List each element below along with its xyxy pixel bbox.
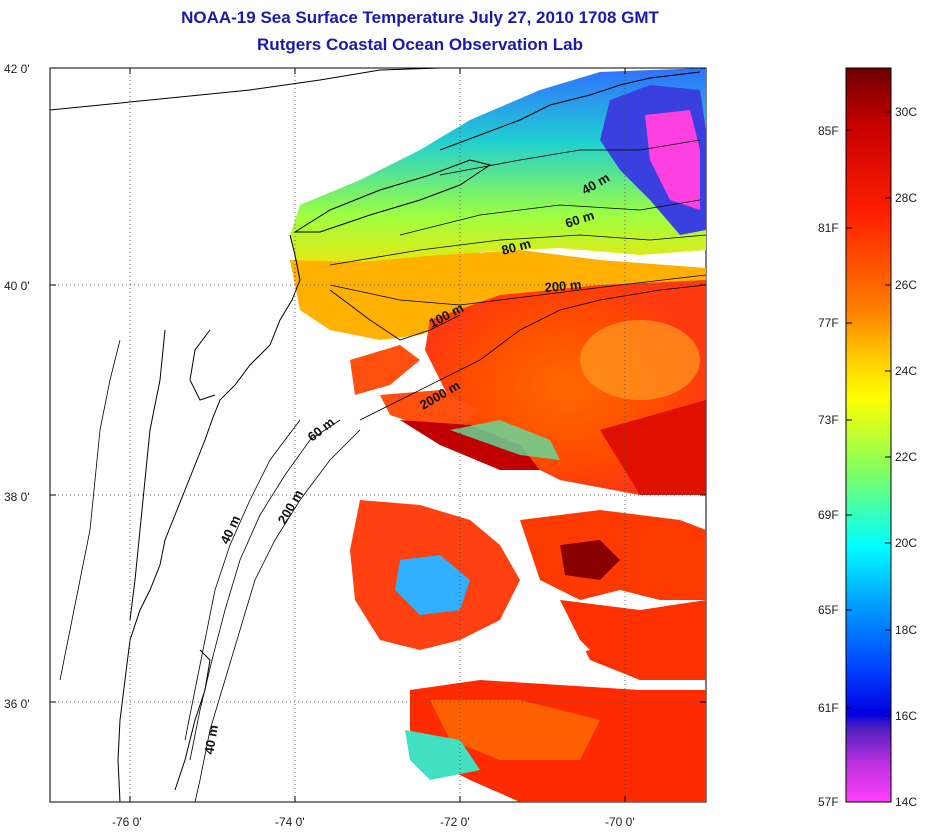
cb-label-28c: 28C (895, 191, 918, 205)
axis-ticks (50, 67, 706, 802)
isobath-label-40m-outer: 40 m (201, 724, 221, 756)
isobath-label-200m-north: 200 m (544, 277, 582, 295)
lat-label-36: 36 0' (4, 697, 30, 711)
cb-label-16c: 16C (895, 709, 918, 723)
cb-label-24c: 24C (895, 364, 918, 378)
sst-north-cool (290, 68, 706, 280)
sst-eddy (580, 320, 700, 400)
isobath-label-80m: 80 m (500, 236, 533, 258)
sst-south-patch-3 (560, 600, 706, 680)
isobath-40m-south (184, 419, 301, 741)
map-subtitle: Rutgers Coastal Ocean Observation Lab (257, 35, 583, 54)
lat-label-38: 38 0' (4, 490, 30, 504)
cb-label-81f: 81F (818, 221, 839, 235)
long-island (293, 159, 492, 233)
sst-break-patches (350, 345, 480, 430)
colorbar-ticks (846, 111, 891, 717)
isobath-60m-north (399, 199, 701, 236)
cb-label-57f: 57F (818, 795, 839, 809)
cloud-gap-1 (470, 495, 600, 520)
isobath-100m (329, 289, 461, 341)
lon-label-70: -70 0' (605, 815, 635, 829)
lon-label-76: -76 0' (112, 815, 142, 829)
cb-label-69f: 69F (818, 508, 839, 522)
cb-label-65f: 65F (818, 603, 839, 617)
coastline-mainland (50, 68, 441, 802)
chesapeake-west-shore (59, 339, 121, 681)
delaware-bay (189, 329, 216, 401)
sst-red-streak (400, 420, 540, 470)
sst-magenta-patch (645, 110, 700, 210)
sst-shelf-warm (290, 250, 706, 340)
lon-label-74: -74 0' (275, 815, 305, 829)
cb-label-77f: 77F (818, 316, 839, 330)
cb-label-20c: 20C (895, 536, 918, 550)
isobath-60m-south (189, 419, 341, 761)
new-england-coast (439, 71, 701, 151)
cb-label-22c: 22C (895, 450, 918, 464)
sst-south-cool-strip (405, 730, 480, 780)
cb-label-14c: 14C (895, 795, 918, 809)
isobath-2000m (359, 284, 706, 421)
sst-south-band-inner (430, 700, 600, 760)
lat-label-40: 40 0' (4, 279, 30, 293)
isobath-200m-north (329, 274, 706, 306)
cb-label-73f: 73F (818, 413, 839, 427)
lon-label-72: -72 0' (440, 815, 470, 829)
sst-south-patch-cool (395, 555, 470, 615)
isobath-80m (329, 234, 706, 266)
lat-label-42: 42 0' (4, 62, 30, 76)
colorbar (845, 67, 892, 803)
cb-label-85f: 85F (818, 124, 839, 138)
cloud-gap-2 (520, 610, 590, 660)
outer-banks (174, 649, 211, 791)
cb-label-30c: 30C (895, 105, 918, 119)
sst-warm-red-edge (600, 400, 706, 495)
cb-label-18c: 18C (895, 623, 918, 637)
cb-label-26c: 26C (895, 278, 918, 292)
graticule (50, 68, 706, 802)
isobath-200m-south (194, 429, 361, 802)
cb-label-61f: 61F (818, 701, 839, 715)
sst-green-streak (450, 420, 560, 460)
chesapeake-bay (129, 329, 166, 621)
map-title: NOAA-19 Sea Surface Temperature July 27,… (181, 8, 659, 27)
isobath-40m-north (439, 139, 701, 176)
sst-dark-red-patch (560, 540, 620, 580)
